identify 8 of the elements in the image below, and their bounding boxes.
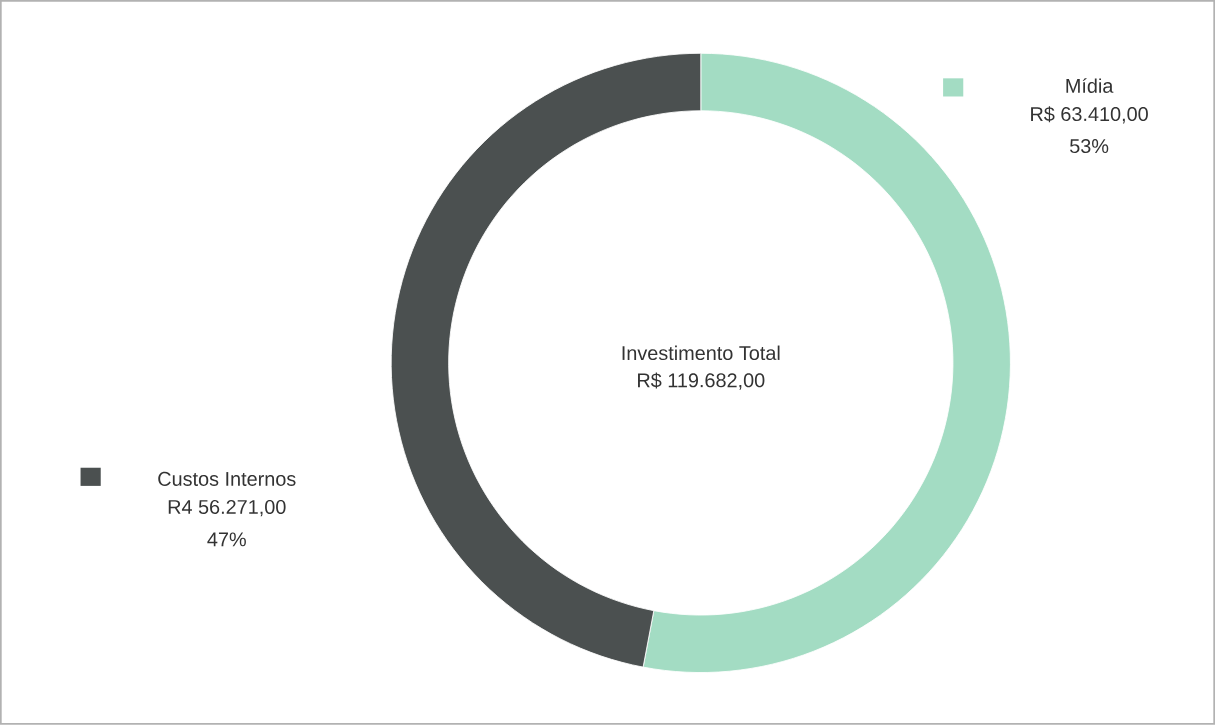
slice-label: Custos Internos [158,471,296,487]
text: Investimento Total [622,345,780,361]
data-label: R4 56.271,00 [168,500,286,517]
text: 53% [1070,139,1109,154]
data-label: R$ 63.410,00 [1031,106,1148,124]
text: 47% [207,532,246,547]
text: R$ 119.682,00 [638,372,765,390]
slice-label: Mídia [1066,78,1114,94]
